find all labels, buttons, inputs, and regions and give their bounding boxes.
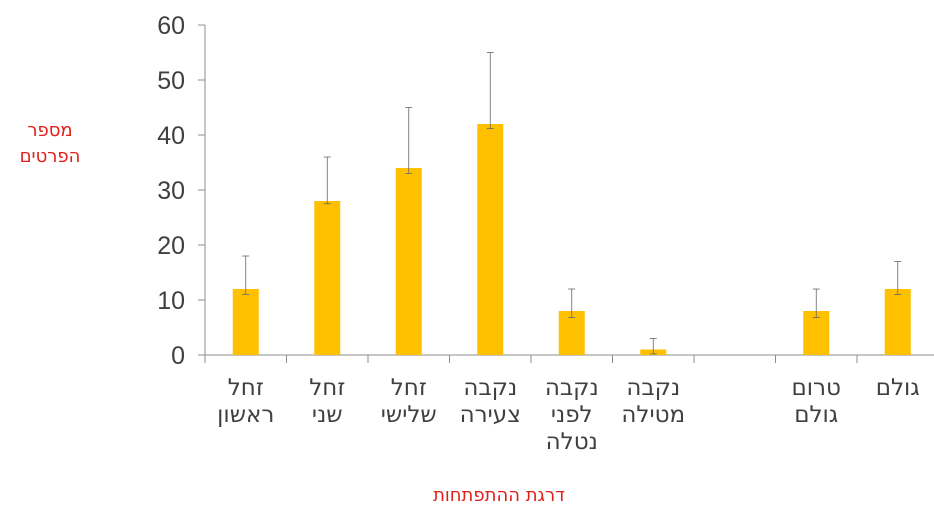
x-tick-label: זחל [391,375,427,401]
bar [395,168,422,355]
x-tick-label: נקבה [545,375,599,401]
x-tick-label: צעירה [460,402,521,428]
y-axis-label: מספר הפרטים [19,120,81,167]
y-tick-label: 60 [157,12,185,40]
bar [558,311,585,355]
x-tick-label: נטלה [546,429,598,455]
y-tick-label: 50 [157,67,185,95]
x-tick-label: לפני [551,402,593,428]
x-tick-label: זחל [228,375,264,401]
x-tick-label: ראשון [217,402,274,428]
x-tick-label: טרום [792,375,841,401]
bar [314,201,341,355]
y-tick-label: 40 [157,122,185,150]
bar [477,124,504,355]
x-tick-label: שלישי [381,402,437,428]
bar [232,289,259,355]
x-tick-label: גולם [794,402,838,428]
y-tick-label: 10 [157,287,185,315]
x-tick-label: מטילה [621,402,685,428]
x-tick-label: שני [312,402,343,428]
bar [884,289,911,355]
x-axis-label: דרגת ההתפתחות [433,485,565,506]
x-tick-label: זחל [309,375,345,401]
bar [803,311,830,355]
y-tick-label: 20 [157,232,185,260]
y-tick-label: 0 [171,342,185,370]
x-tick-label: נקבה [626,375,680,401]
x-tick-label: גולם [876,375,920,401]
x-tick-label: נקבה [463,375,517,401]
y-tick-label: 30 [157,177,185,205]
